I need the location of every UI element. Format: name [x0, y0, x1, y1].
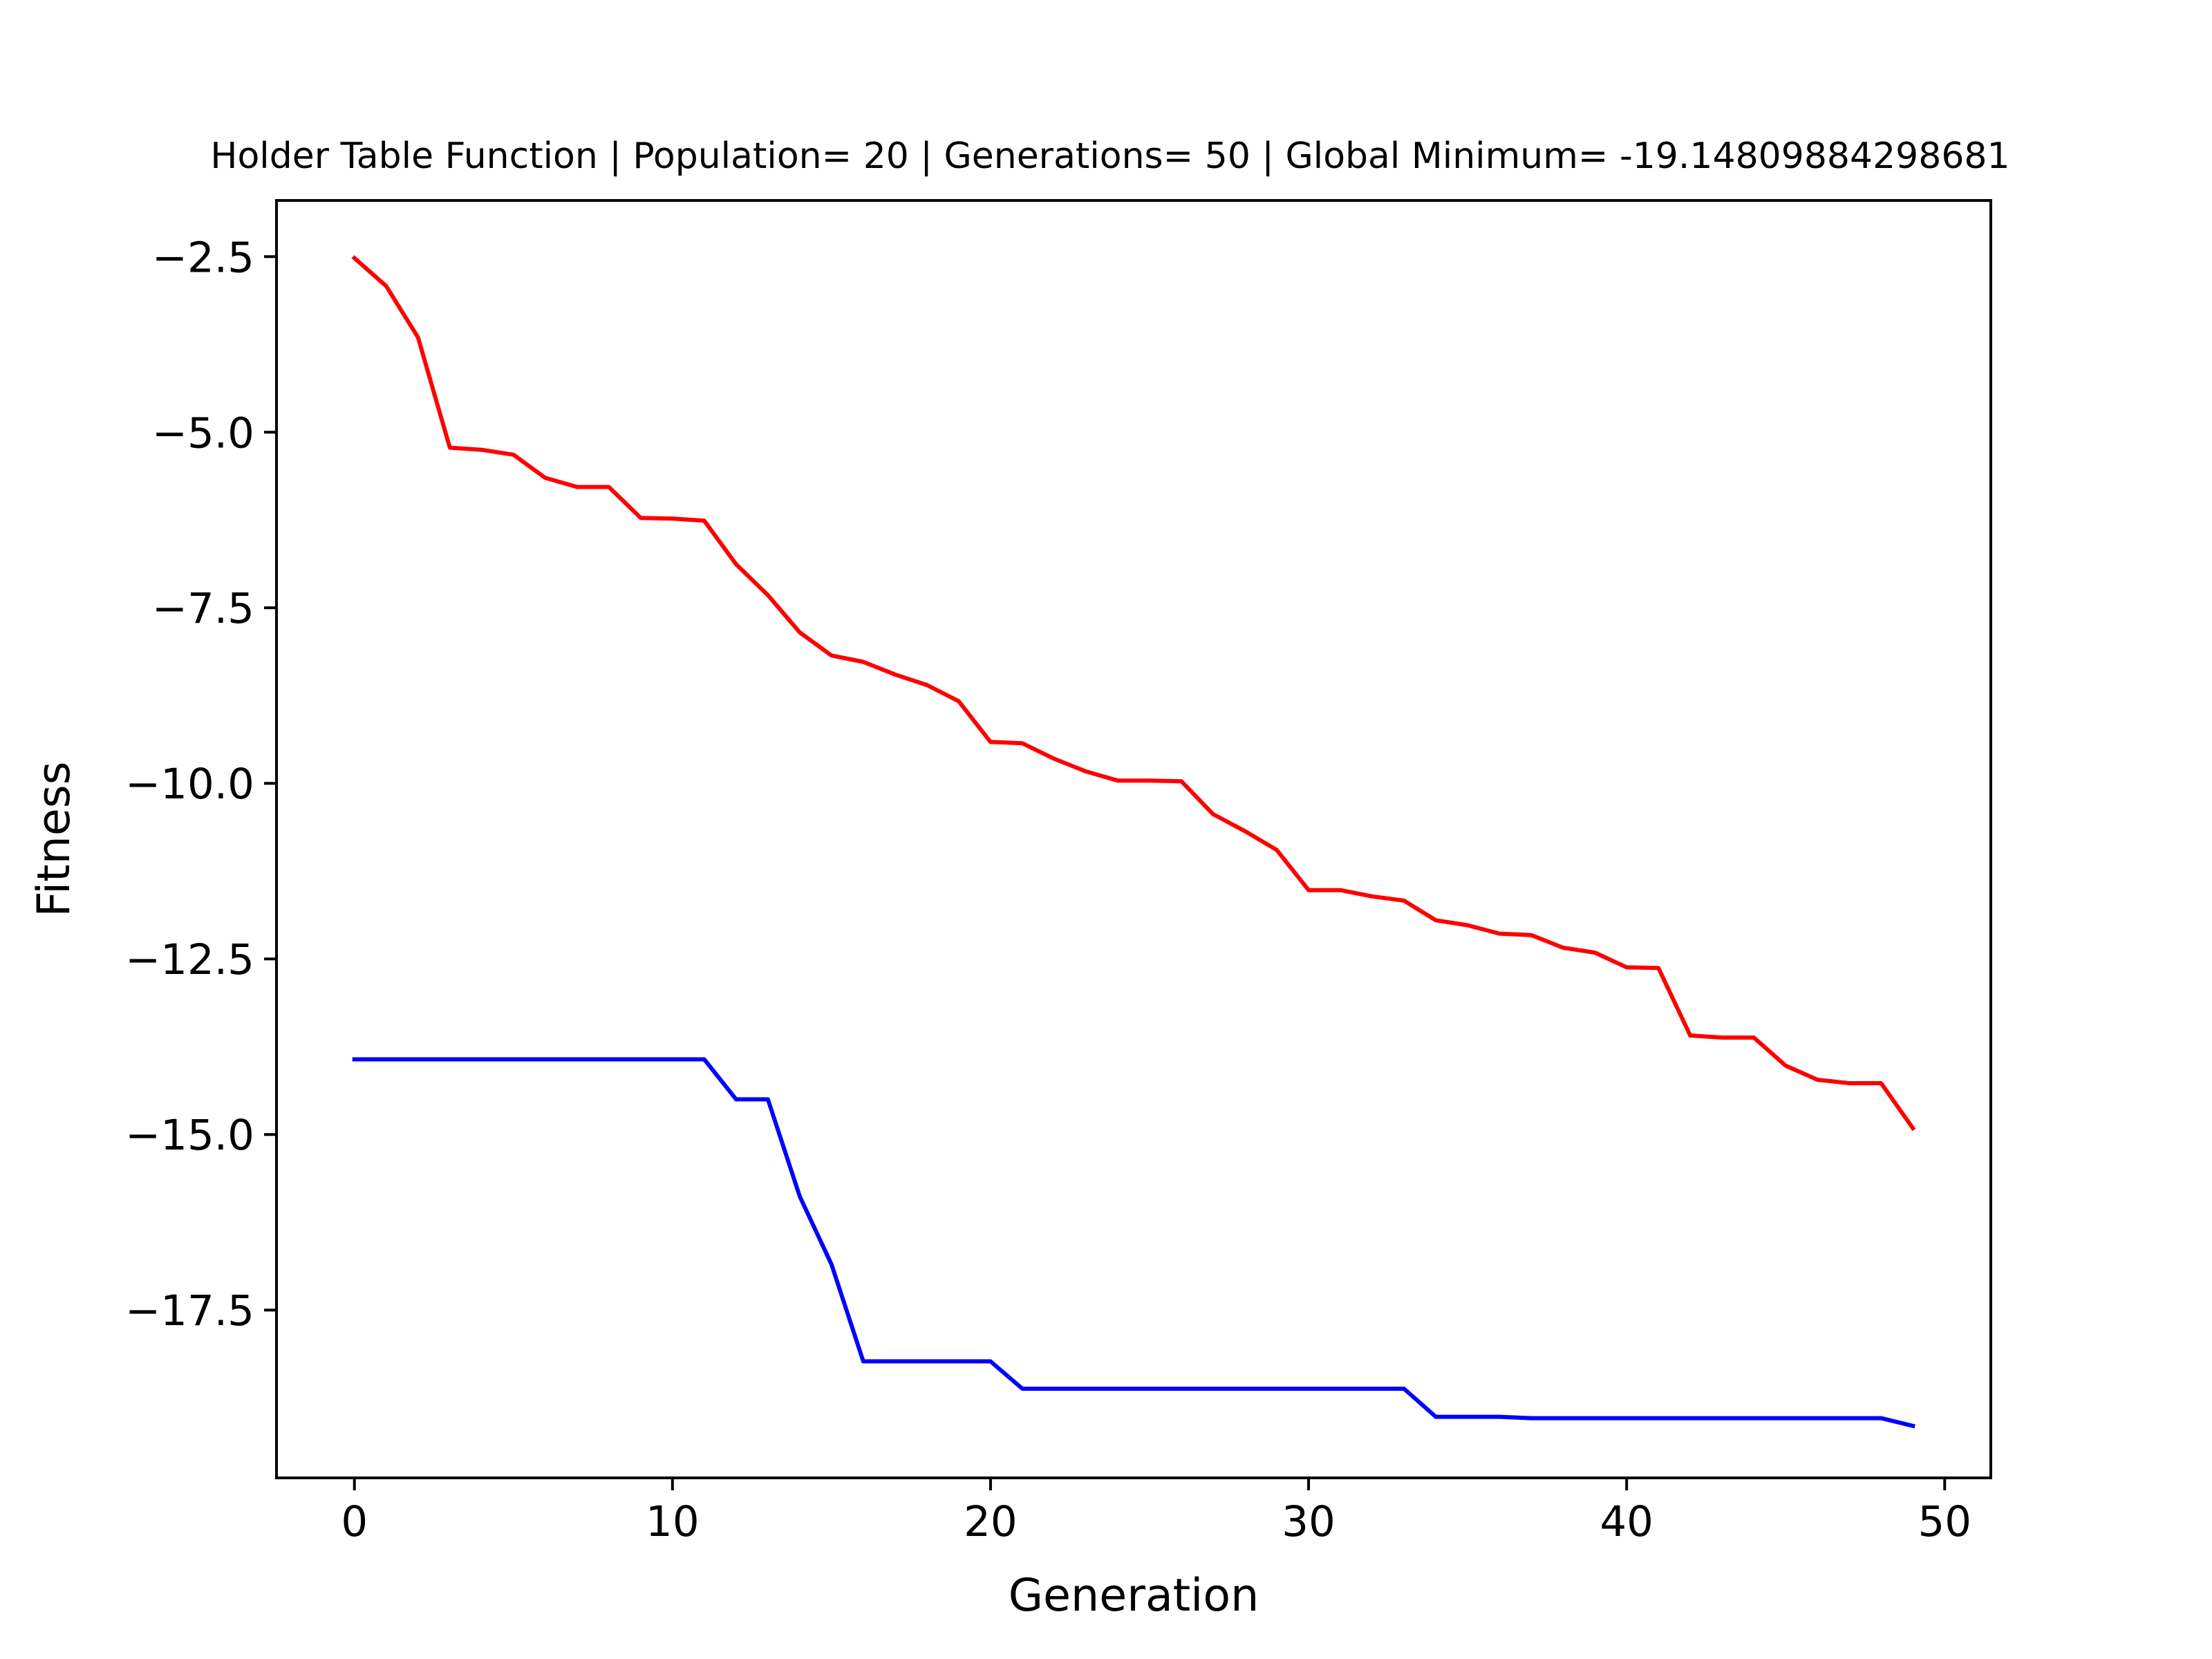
plot-area-frame — [275, 199, 1992, 1479]
y-tick-label: −7.5 — [152, 584, 254, 633]
x-axis-ticks: 0 10 20 30 40 50 — [341, 1478, 1971, 1546]
x-axis-label: Generation — [1009, 1570, 1259, 1622]
x-tick-label: 40 — [1600, 1497, 1653, 1546]
y-tick-label: −10.0 — [125, 760, 254, 809]
x-tick-label: 0 — [341, 1497, 368, 1546]
x-tick-label: 20 — [964, 1497, 1018, 1546]
x-tick-label: 10 — [646, 1497, 700, 1546]
chart-title: Holder Table Function | Population= 20 |… — [210, 135, 2009, 177]
y-tick-label: −17.5 — [125, 1286, 254, 1335]
x-tick-label: 30 — [1282, 1497, 1335, 1546]
y-tick-label: −2.5 — [152, 233, 254, 282]
x-tick-label: 50 — [1918, 1497, 1971, 1546]
series-line-2 — [352, 1057, 1915, 1429]
y-axis-label: Fitness — [28, 761, 80, 917]
series-layer — [351, 255, 1916, 1429]
series-line-1 — [351, 255, 1916, 1132]
y-axis-ticks: −2.5 −5.0 −7.5 −10.0 −12.5 −15.0 −17.5 — [125, 233, 276, 1335]
y-tick-label: −12.5 — [125, 935, 254, 984]
y-tick-label: −15.0 — [125, 1111, 254, 1160]
y-tick-label: −5.0 — [152, 409, 254, 458]
